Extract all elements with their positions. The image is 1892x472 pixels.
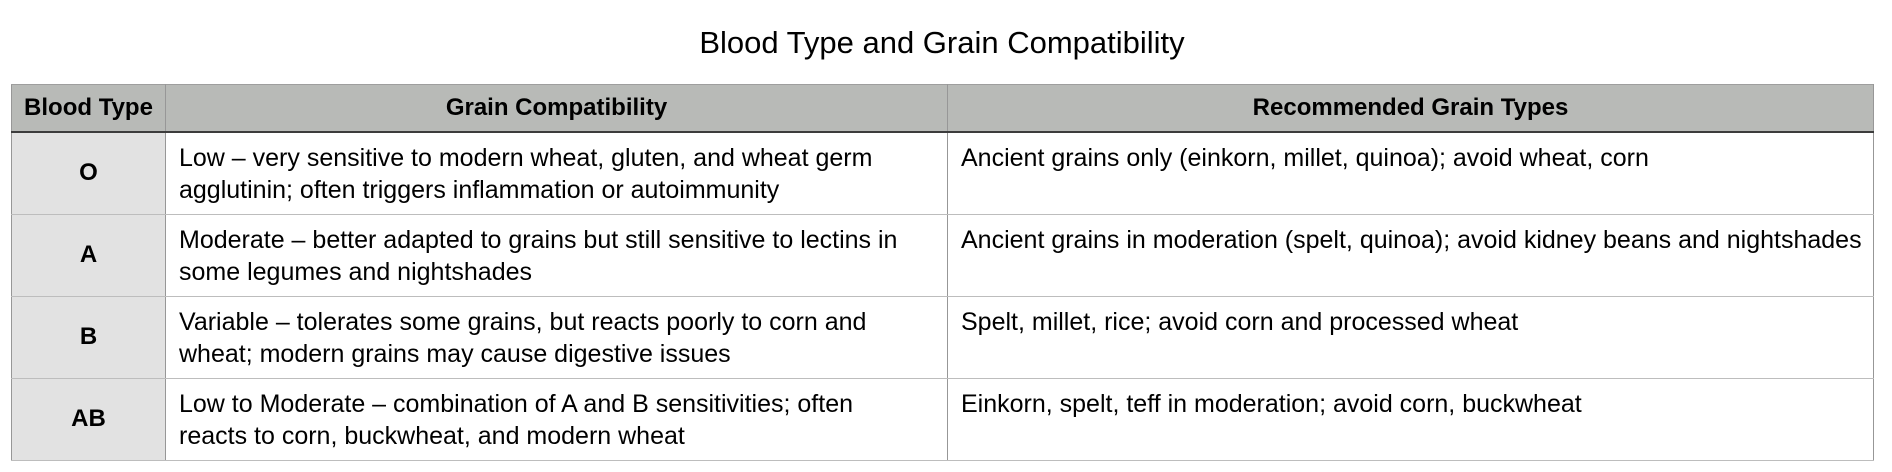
compatibility-table: Blood Type Grain Compatibility Recommend…: [11, 84, 1874, 461]
table-header-row: Blood Type Grain Compatibility Recommend…: [11, 84, 1874, 133]
column-header-recommended-grain-types: Recommended Grain Types: [947, 84, 1874, 133]
table-row: AB Low to Moderate – combination of A an…: [11, 377, 1874, 461]
table-row: B Variable – tolerates some grains, but …: [11, 295, 1874, 379]
recommended-grains-cell: Einkorn, spelt, teff in moderation; avoi…: [947, 377, 1874, 461]
blood-type-cell: O: [11, 131, 166, 215]
blood-type-cell: AB: [11, 377, 166, 461]
table-row: A Moderate – better adapted to grains bu…: [11, 213, 1874, 297]
blood-type-cell: A: [11, 213, 166, 297]
table-row: O Low – very sensitive to modern wheat, …: [11, 131, 1874, 215]
column-header-grain-compatibility: Grain Compatibility: [165, 84, 948, 133]
recommended-grains-cell: Ancient grains only (einkorn, millet, qu…: [947, 131, 1874, 215]
blood-type-cell: B: [11, 295, 166, 379]
grain-compatibility-cell: Low – very sensitive to modern wheat, gl…: [165, 131, 948, 215]
grain-compatibility-cell: Variable – tolerates some grains, but re…: [165, 295, 948, 379]
grain-compatibility-cell: Low to Moderate – combination of A and B…: [165, 377, 948, 461]
column-header-blood-type: Blood Type: [11, 84, 166, 133]
page-title: Blood Type and Grain Compatibility: [699, 25, 1185, 60]
recommended-grains-cell: Spelt, millet, rice; avoid corn and proc…: [947, 295, 1874, 379]
grain-compatibility-cell: Moderate – better adapted to grains but …: [165, 213, 948, 297]
recommended-grains-cell: Ancient grains in moderation (spelt, qui…: [947, 213, 1874, 297]
